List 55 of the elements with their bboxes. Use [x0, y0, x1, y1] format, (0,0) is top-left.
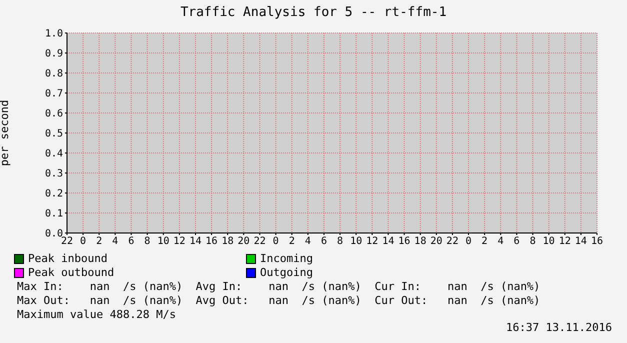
legend-label: Outgoing — [260, 266, 313, 279]
x-tick-label: 14 — [189, 236, 202, 248]
y-axis-title: per second — [0, 100, 11, 166]
text: 16:37 13.11.2016 — [506, 321, 612, 334]
x-tick-label: 16 — [206, 236, 218, 248]
x-tick-label: 4 — [112, 236, 118, 248]
y-tick-label: 0.1 — [44, 208, 63, 220]
legend-label: Peak inbound — [28, 252, 108, 265]
x-tick-label: 6 — [128, 236, 134, 248]
x-tick-label: 4 — [304, 236, 311, 248]
x-tick-label: 18 — [222, 236, 234, 248]
y-tick-label: 0.4 — [44, 148, 63, 160]
x-tick-label: 16 — [398, 236, 410, 248]
x-tick-label: 22 — [254, 236, 266, 248]
x-tick-label: 8 — [144, 236, 150, 248]
y-tick-label: 0.0 — [44, 228, 63, 240]
x-tick-label: 22 — [60, 236, 74, 248]
y-tick-label: 0.9 — [44, 48, 63, 60]
y-tick-label: 0.3 — [44, 168, 63, 180]
y-tick-label: 0.5 — [44, 128, 63, 140]
x-tick-label: 16 — [590, 236, 604, 248]
x-tick-label: 6 — [514, 236, 520, 248]
x-tick-label: 6 — [320, 236, 327, 248]
x-tick-label: 14 — [382, 236, 394, 248]
x-tick-label: 12 — [173, 236, 186, 248]
x-tick-label: 8 — [530, 236, 536, 248]
y-tick-label: 0.7 — [44, 88, 63, 100]
y-tick-label: 0.2 — [44, 188, 63, 200]
x-tick-label: 0 — [80, 236, 86, 248]
x-tick-label: 2 — [96, 236, 102, 248]
text: Max Out: nan /s (nan%) Avg Out: nan /s (nan%) Cur Out: nan /s (nan%) — [17, 294, 540, 308]
x-tick-label: 10 — [350, 236, 362, 248]
x-tick-label: 0 — [466, 236, 472, 248]
x-tick-label: 22 — [446, 236, 458, 248]
x-tick-label: 20 — [430, 236, 442, 248]
legend-label: Incoming — [260, 252, 313, 265]
x-tick-label: 12 — [558, 236, 571, 248]
x-tick-label: 2 — [288, 236, 295, 248]
x-tick-label: 14 — [574, 236, 587, 248]
x-tick-label: 2 — [482, 236, 488, 248]
x-tick-label: 20 — [238, 236, 250, 248]
x-tick-label: 0 — [272, 236, 279, 248]
x-tick-label: 12 — [366, 236, 378, 248]
y-tick-label: 0.8 — [44, 68, 63, 80]
text: Max In: nan /s (nan%) Avg In: nan /s (nan%) Cur In: nan /s (nan%) — [17, 280, 540, 294]
x-tick-label: 18 — [414, 236, 426, 248]
x-tick-label: 8 — [337, 236, 344, 248]
chart-title: Traffic Analysis for 5 -- rt-ffm-1 — [179, 5, 448, 20]
y-tick-label: 0.6 — [44, 108, 63, 120]
x-tick-label: 4 — [498, 236, 504, 248]
text: Maximum value 488.28 M/s — [17, 308, 177, 322]
y-tick-label: 1.0 — [44, 28, 63, 40]
x-tick-label: 10 — [157, 236, 170, 248]
legend-label: Peak outbound — [28, 266, 114, 279]
x-tick-label: 10 — [542, 236, 555, 248]
